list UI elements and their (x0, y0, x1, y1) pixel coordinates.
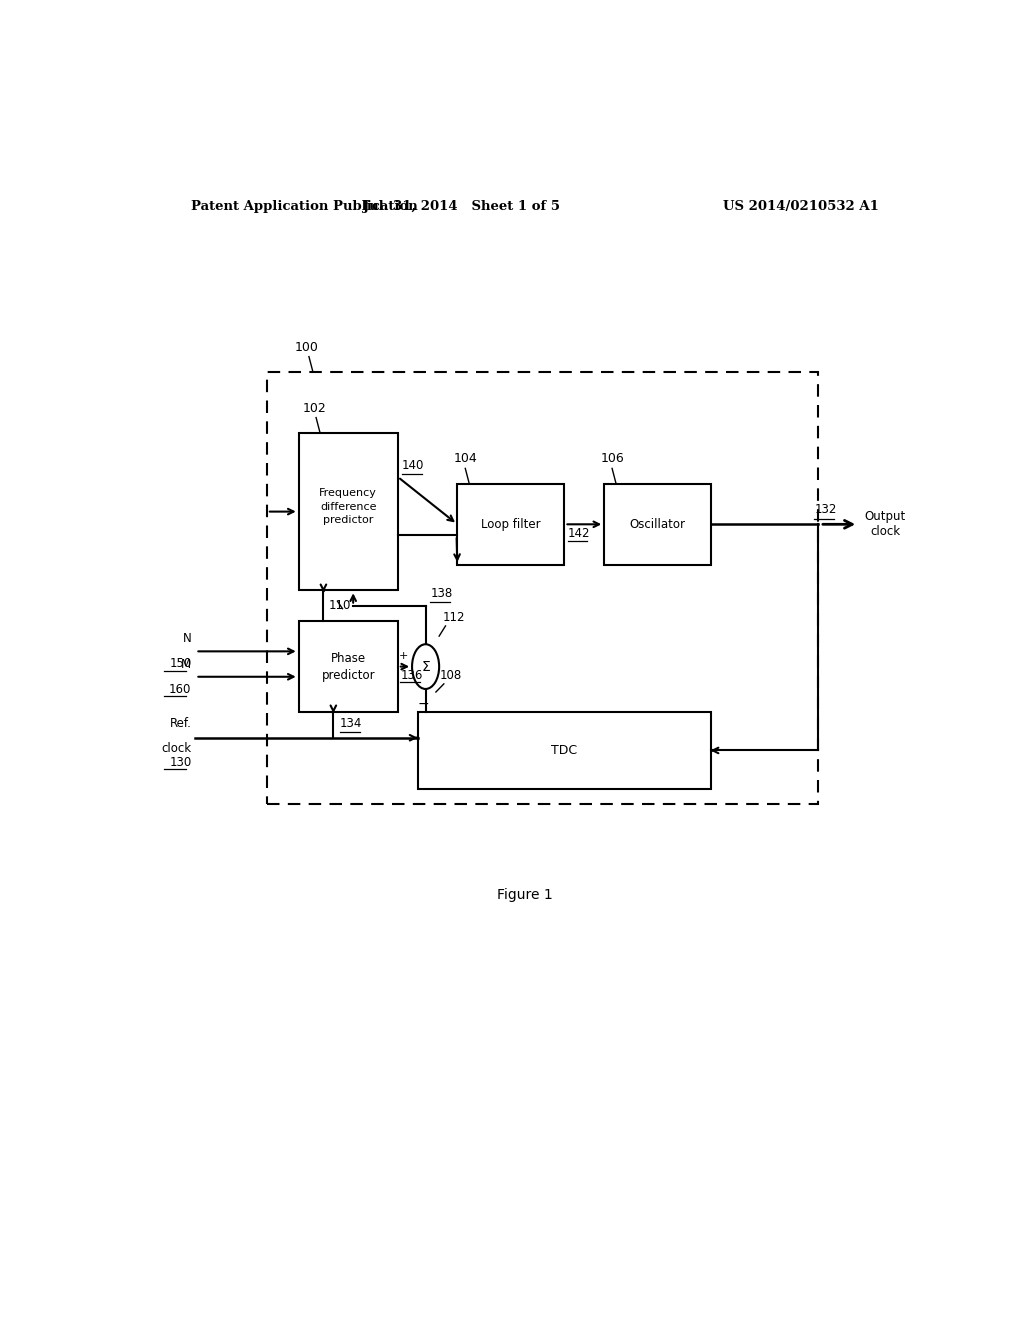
Text: 138: 138 (430, 586, 453, 599)
Text: Ref.: Ref. (170, 717, 191, 730)
Text: Oscillator: Oscillator (630, 517, 686, 531)
Text: −: − (418, 697, 429, 711)
Text: 130: 130 (169, 756, 191, 770)
Text: 160: 160 (169, 682, 191, 696)
Text: 106: 106 (600, 453, 624, 466)
Bar (299, 433, 397, 590)
Text: 102: 102 (303, 401, 327, 414)
Text: 104: 104 (454, 453, 477, 466)
Text: Loop filter: Loop filter (481, 517, 541, 531)
Text: 142: 142 (567, 528, 590, 540)
Bar (267, 372, 818, 804)
Text: +: + (398, 652, 409, 661)
Text: Patent Application Publication: Patent Application Publication (191, 199, 418, 213)
Text: Figure 1: Figure 1 (497, 888, 553, 903)
Text: 140: 140 (401, 459, 424, 471)
Text: 110: 110 (328, 599, 350, 612)
Text: Output
clock: Output clock (864, 511, 905, 539)
Text: M: M (181, 657, 191, 671)
Text: Frequency
difference
predictor: Frequency difference predictor (319, 488, 377, 525)
Text: Jul. 31, 2014   Sheet 1 of 5: Jul. 31, 2014 Sheet 1 of 5 (362, 199, 560, 213)
Text: 134: 134 (340, 717, 362, 730)
Text: N: N (182, 632, 191, 645)
Text: 132: 132 (814, 503, 837, 516)
Bar (458, 483, 564, 565)
Text: 150: 150 (169, 657, 191, 671)
Text: 108: 108 (440, 669, 462, 682)
Text: Σ: Σ (421, 660, 430, 673)
Text: Phase
predictor: Phase predictor (322, 652, 375, 681)
Bar (299, 620, 397, 713)
Bar (604, 483, 712, 565)
Text: clock: clock (162, 742, 191, 755)
Ellipse shape (412, 644, 439, 689)
Text: TDC: TDC (551, 744, 578, 756)
Bar (418, 713, 712, 788)
Text: 136: 136 (400, 669, 423, 681)
Text: 112: 112 (443, 611, 466, 624)
Text: 100: 100 (295, 341, 318, 354)
Text: US 2014/0210532 A1: US 2014/0210532 A1 (723, 199, 879, 213)
